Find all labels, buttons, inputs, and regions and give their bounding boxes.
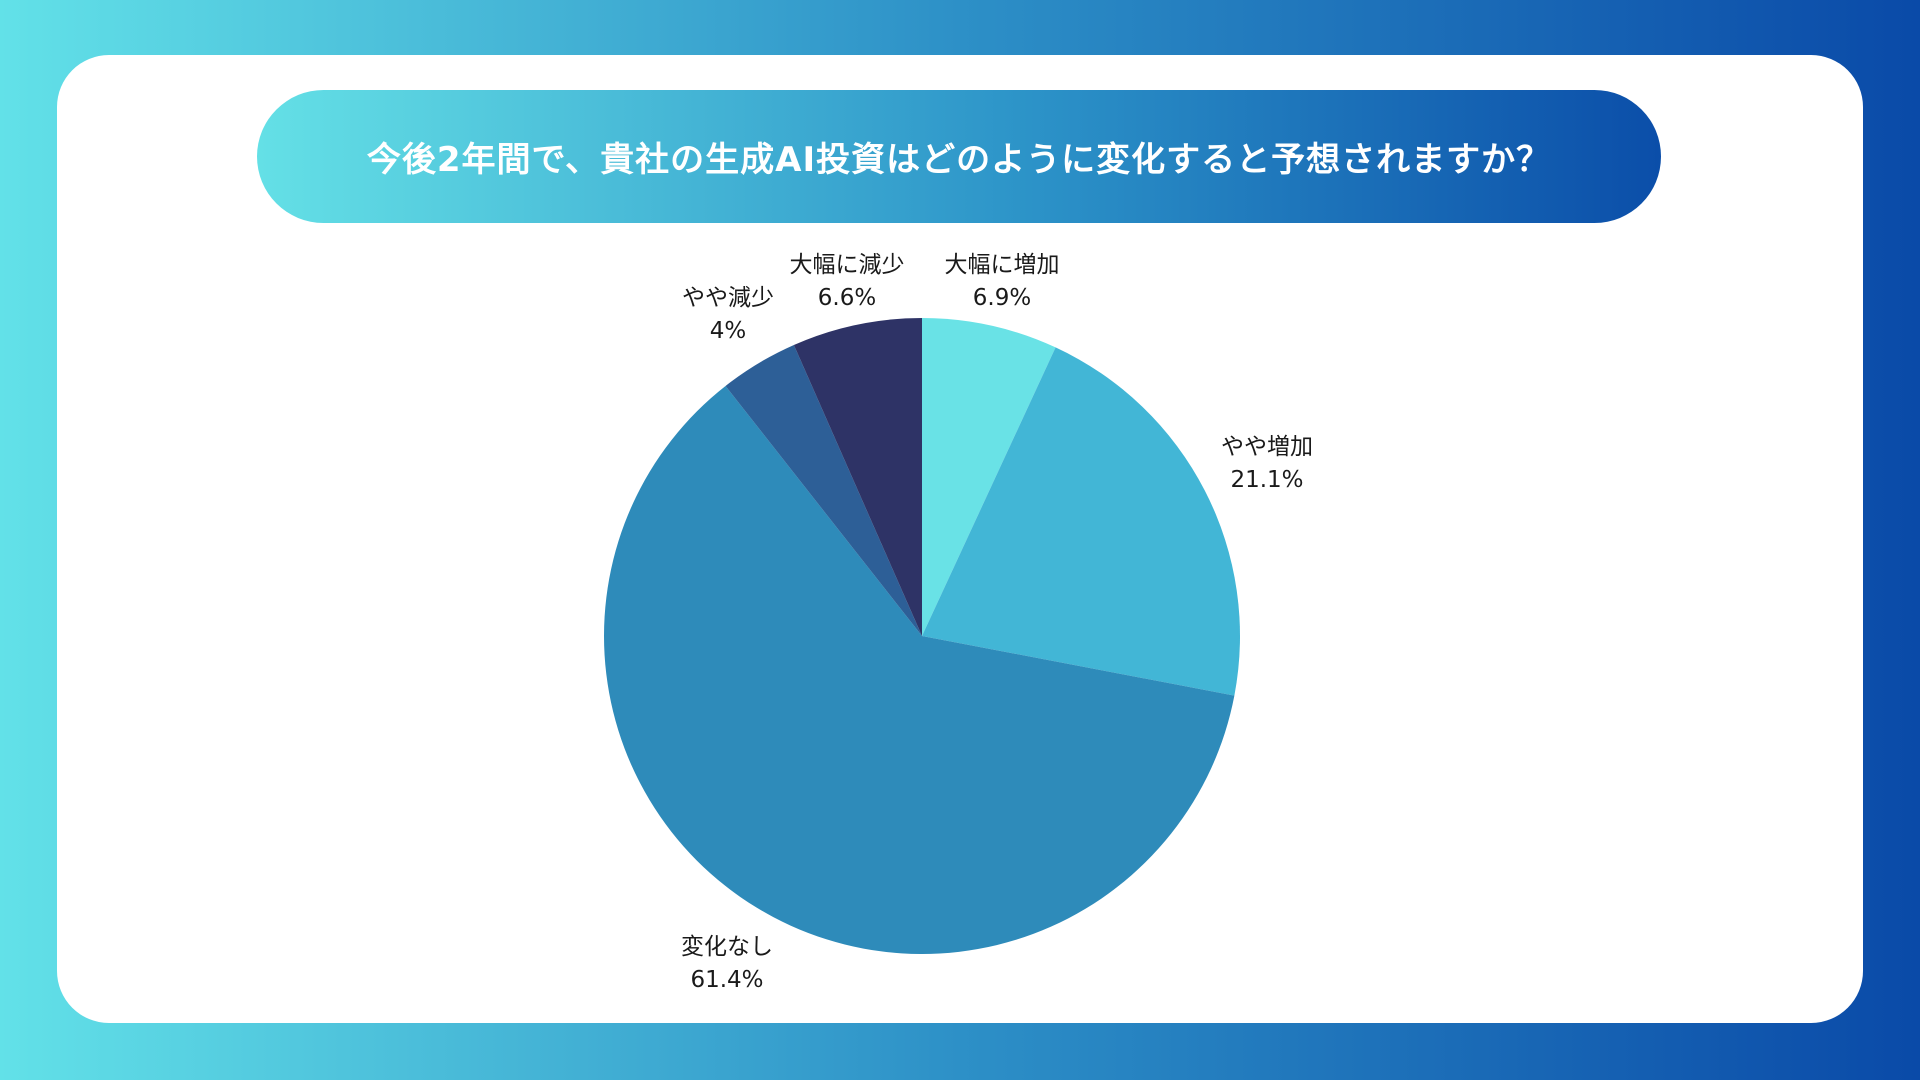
slice-label: 大幅に増加 bbox=[945, 252, 1060, 278]
pie-slice bbox=[604, 385, 1235, 954]
slice-label: 変化なし bbox=[681, 934, 773, 960]
slice-label: やや減少 bbox=[682, 285, 774, 311]
title-banner: 今後2年間で、貴社の生成AI投資はどのように変化すると予想されますか？ bbox=[257, 90, 1661, 223]
pie-slice bbox=[793, 318, 922, 636]
pie-labels: 大幅に増加 6.9% やや増加 21.1% 変化なし 61.4% やや減少 4% 大幅に減少 6.… bbox=[681, 252, 1313, 993]
chart-title: 今後2年間で、貴社の生成AI投資はどのように変化すると予想されますか？ bbox=[366, 140, 1552, 180]
pie-slice bbox=[922, 347, 1241, 696]
pie-slices bbox=[604, 318, 1241, 954]
slice-value-label: 61.4% bbox=[690, 967, 763, 993]
slice-label: やや増加 bbox=[1221, 434, 1313, 460]
slice-value-label: 21.1% bbox=[1230, 467, 1303, 493]
slice-value-label: 6.6% bbox=[818, 285, 876, 311]
slice-value-label: 4% bbox=[710, 318, 747, 344]
pie-slice bbox=[725, 344, 922, 636]
slice-label: 大幅に減少 bbox=[790, 252, 905, 278]
slice-value-label: 6.9% bbox=[973, 285, 1031, 311]
pie-slice bbox=[922, 318, 1056, 636]
